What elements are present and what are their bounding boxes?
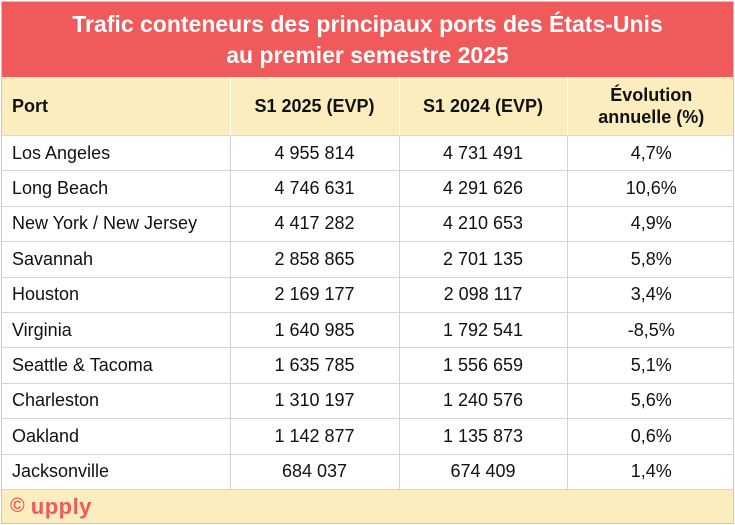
- cell-s1-2025: 684 037: [229, 453, 399, 490]
- cell-evolution: 0,6%: [566, 418, 733, 455]
- cell-s1-2025: 1 310 197: [229, 382, 399, 419]
- table-row: New York / New Jersey 4 417 282 4 210 65…: [2, 205, 733, 242]
- cell-evolution: -8,5%: [566, 311, 733, 348]
- header-evolution: Évolution annuelle (%): [566, 77, 733, 136]
- cell-s1-2024: 1 135 873: [398, 418, 567, 455]
- cell-evolution: 1,4%: [566, 453, 733, 490]
- cell-s1-2024: 2 701 135: [398, 241, 567, 278]
- cell-evolution: 5,6%: [566, 382, 733, 419]
- copyright-icon: ©: [10, 495, 25, 518]
- table-row: Virginia 1 640 985 1 792 541 -8,5%: [2, 311, 733, 348]
- cell-port: New York / New Jersey: [2, 205, 230, 242]
- cell-s1-2024: 4 210 653: [398, 205, 567, 242]
- header-row: Port S1 2025 (EVP) S1 2024 (EVP) Évoluti…: [2, 77, 733, 136]
- cell-port: Los Angeles: [12, 142, 111, 163]
- table-body: Los Angeles 4 955 814 4 731 491 4,7% Lon…: [2, 135, 733, 490]
- cell-s1-2025: 2 858 865: [229, 241, 399, 278]
- header-s1-2024: S1 2024 (EVP): [398, 77, 567, 136]
- header-evolution-line-1: Évolution: [610, 85, 693, 105]
- cell-port: Seattle & Tacoma: [2, 347, 230, 384]
- table-row: Jacksonville 684 037 674 409 1,4%: [2, 453, 733, 490]
- footer-bar: © upply: [2, 489, 733, 523]
- cell-evolution: 4,9%: [566, 205, 733, 242]
- cell-s1-2025: 4 955 814: [229, 135, 399, 171]
- cell-port: Long Beach: [2, 170, 230, 207]
- table-row: Long Beach 4 746 631 4 291 626 10,6%: [2, 170, 733, 207]
- cell-s1-2025: 1 635 785: [229, 347, 399, 384]
- title-banner: Trafic conteneurs des principaux ports d…: [2, 2, 733, 77]
- cell-port: Virginia: [2, 311, 230, 348]
- cell-s1-2024: 1 240 576: [398, 382, 567, 419]
- cell-evolution: 5,1%: [566, 347, 733, 384]
- cell-evolution: 3,4%: [566, 276, 733, 313]
- table-row: Charleston 1 310 197 1 240 576 5,6%: [2, 382, 733, 419]
- cell-port: Savannah: [2, 241, 230, 278]
- cell-s1-2025: 4 746 631: [229, 170, 399, 207]
- title-line-1: Trafic conteneurs des principaux ports d…: [72, 10, 663, 37]
- cell-evolution: 10,6%: [566, 170, 733, 207]
- cell-s1-2024: 4 291 626: [398, 170, 567, 207]
- cell-s1-2024: 1 556 659: [398, 347, 567, 384]
- title-line-2: au premier semestre 2025: [226, 41, 509, 68]
- cell-evolution: 5,8%: [566, 241, 733, 278]
- table-row: Oakland 1 142 877 1 135 873 0,6%: [2, 418, 733, 455]
- header-port: Port: [2, 77, 230, 136]
- table-row: Los Angeles 4 955 814 4 731 491 4,7%: [2, 135, 733, 171]
- cell-s1-2025: 2 169 177: [229, 276, 399, 313]
- table-header: Port S1 2025 (EVP) S1 2024 (EVP) Évoluti…: [2, 77, 733, 136]
- cell-s1-2024: 1 792 541: [398, 311, 567, 348]
- header-s1-2025: S1 2025 (EVP): [229, 77, 399, 136]
- cell-evolution: 4,7%: [566, 135, 733, 171]
- cell-port: Oakland: [2, 418, 230, 455]
- table-row: Houston 2 169 177 2 098 117 3,4%: [2, 276, 733, 313]
- cell-port: Charleston: [2, 382, 230, 419]
- cell-s1-2024: 4 731 491: [398, 135, 567, 171]
- cell-port: Houston: [2, 276, 230, 313]
- brand-logo: upply: [30, 493, 92, 519]
- header-evolution-line-2: annuelle (%): [598, 107, 705, 127]
- cell-s1-2025: 1 142 877: [229, 418, 399, 455]
- cell-s1-2024: 2 098 117: [398, 276, 567, 313]
- cell-s1-2025: 4 417 282: [229, 205, 399, 242]
- cell-port: Jacksonville: [2, 453, 230, 490]
- table-row: Savannah 2 858 865 2 701 135 5,8%: [2, 241, 733, 278]
- table-row: Seattle & Tacoma 1 635 785 1 556 659 5,1…: [2, 347, 733, 384]
- port-traffic-table: Port S1 2025 (EVP) S1 2024 (EVP) Évoluti…: [2, 77, 733, 490]
- cell-s1-2024: 674 409: [398, 453, 567, 490]
- cell-s1-2025: 1 640 985: [229, 311, 399, 348]
